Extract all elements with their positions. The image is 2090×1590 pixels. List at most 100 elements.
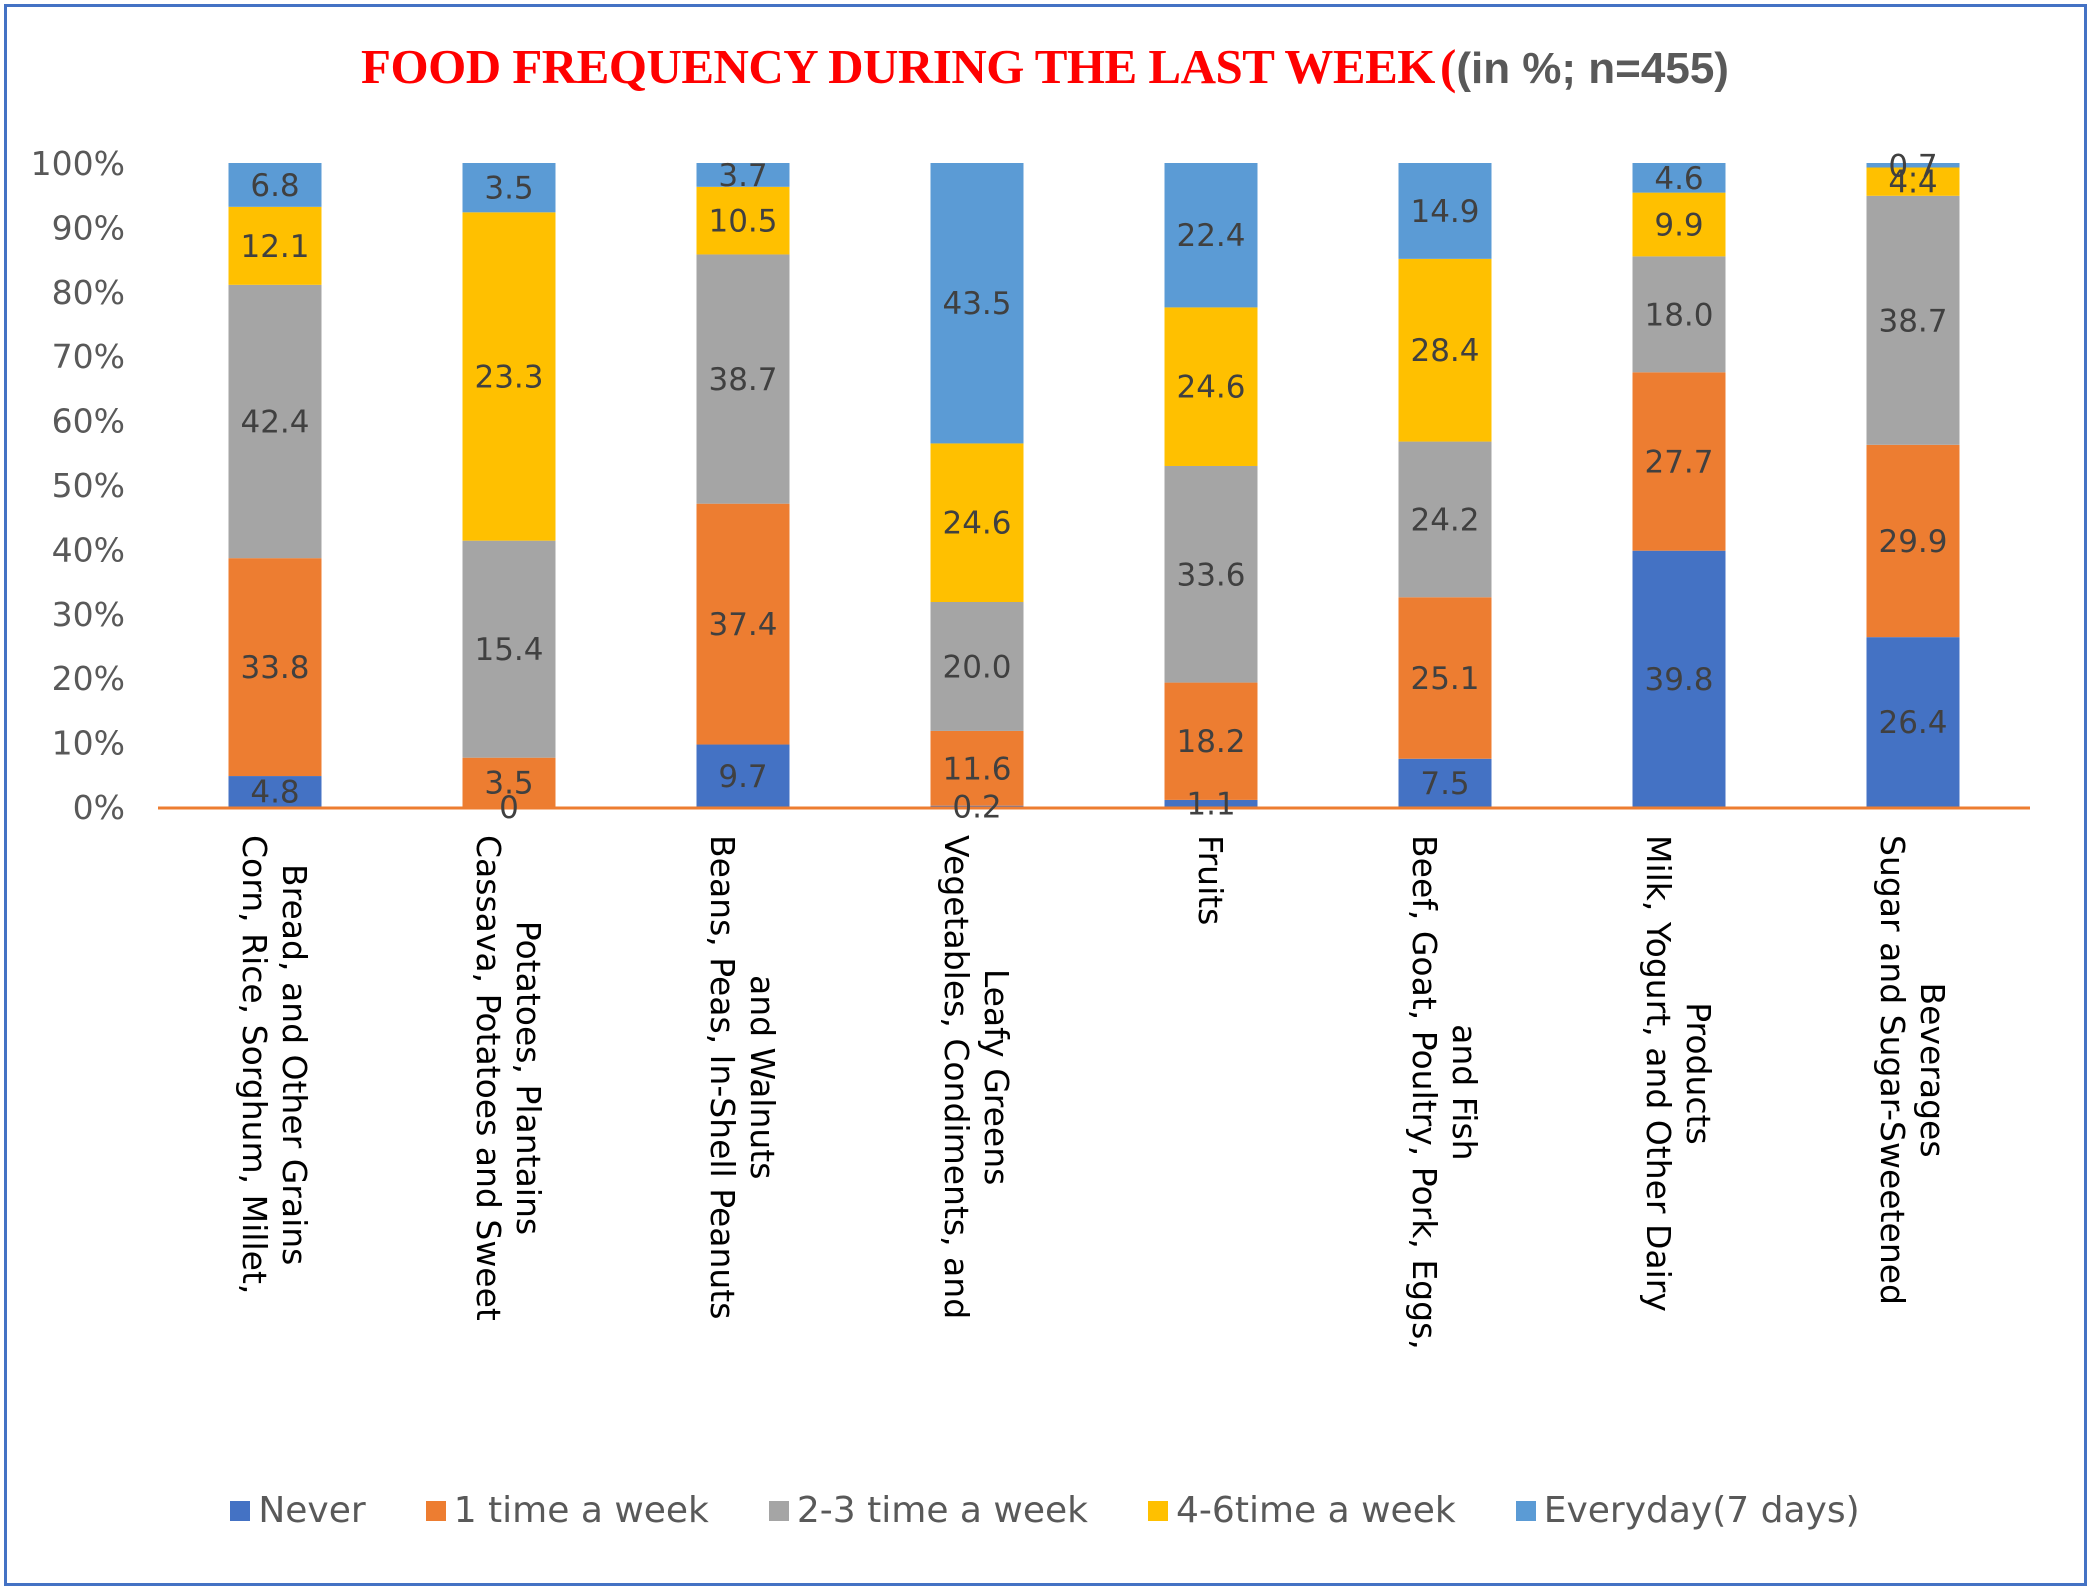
category-label-line: Corn, Rice, Sorghum, Millet, <box>235 835 274 1294</box>
bar-segment <box>1398 441 1492 598</box>
category-label: Cassava, Potatoes and Sweet Potatoes, Pla… <box>469 835 548 1321</box>
data-label: 6.8 <box>250 168 299 204</box>
bar-segment <box>930 443 1024 603</box>
data-label: 7.5 <box>1420 766 1469 802</box>
data-label: 4.4 <box>1888 165 1937 201</box>
bar-segment <box>1164 465 1258 683</box>
category-label-line: Vegetables, Condiments, and <box>937 835 976 1319</box>
data-label: 15.4 <box>474 632 543 668</box>
data-label: 10.5 <box>708 204 777 240</box>
category-label-line: Beans, Peas, In-Shell Peanuts <box>703 835 742 1319</box>
data-label: 24.2 <box>1410 502 1479 538</box>
y-tick-label: 80% <box>52 273 125 312</box>
bar-segment <box>696 163 790 187</box>
data-label: 18.0 <box>1644 297 1713 333</box>
bar-segment <box>696 744 790 807</box>
y-tick-label: 90% <box>52 208 125 247</box>
category-label-line: Fruits <box>1191 835 1230 925</box>
category-label-line: Leafy Greens <box>977 969 1016 1186</box>
data-label: 0.2 <box>952 789 1001 825</box>
data-label: 0.7 <box>1888 148 1937 184</box>
data-label: 42.4 <box>240 405 309 441</box>
category-label-line: Beverages <box>1913 983 1952 1158</box>
bar-segment <box>1398 258 1492 442</box>
bar-segment <box>462 163 556 213</box>
category-label-line: Bread, and Other Grains <box>275 864 314 1265</box>
data-label: 3.5 <box>484 171 533 207</box>
data-label: 0 <box>499 790 519 826</box>
data-label: 24.6 <box>942 506 1011 542</box>
bar-stack <box>1164 163 1258 807</box>
bar-segment <box>1866 195 1960 445</box>
bar-segment <box>228 163 322 207</box>
category-label-line: Potatoes, Plantains <box>509 921 548 1235</box>
data-label: 9.7 <box>718 759 767 795</box>
bar-segment <box>1632 192 1726 257</box>
legend-item: 1 time a week <box>425 1490 709 1531</box>
bar-segment <box>1164 163 1258 308</box>
category-label-line: Beef, Goat, Poultry, Pork, Eggs, <box>1405 835 1444 1350</box>
legend: Never 1 time a week 2-3 time a week 4-6time… <box>0 1490 2090 1531</box>
category-label: Fruits <box>1191 835 1230 925</box>
y-tick-label: 30% <box>52 595 125 634</box>
category-label: Beef, Goat, Poultry, Pork, Eggs, and Fish <box>1405 835 1484 1350</box>
bar-stack <box>1398 163 1492 807</box>
legend-label: Everyday(7 days) <box>1543 1490 1860 1531</box>
y-tick-label: 100% <box>31 144 125 183</box>
category-labels: Corn, Rice, Sorghum, Millet, Bread, and O… <box>235 835 1952 1350</box>
data-label: 9.9 <box>1654 208 1703 244</box>
data-label: 23.3 <box>474 359 543 395</box>
bar-segment <box>1398 597 1492 759</box>
chart-title: FOOD FREQUENCY DURING THE LAST WEEK ((in… <box>0 38 2090 95</box>
data-label: 29.9 <box>1878 524 1947 560</box>
legend-swatch <box>768 1500 789 1521</box>
bar-stack <box>930 163 1024 807</box>
category-label: Milk, Yogurt, and Other Dairy Products <box>1639 835 1718 1312</box>
category-label-line: Milk, Yogurt, and Other Dairy <box>1639 835 1678 1312</box>
bar-segment <box>696 254 790 504</box>
category-label-line: Cassava, Potatoes and Sweet <box>469 835 508 1321</box>
y-tick-label: 60% <box>52 402 125 441</box>
data-label: 20.0 <box>942 649 1011 685</box>
bar-segment <box>462 540 556 758</box>
bar-segment <box>1866 163 1960 168</box>
category-label: Corn, Rice, Sorghum, Millet, Bread, and O… <box>235 835 314 1294</box>
legend-swatch <box>1148 1500 1169 1521</box>
data-label: 25.1 <box>1410 661 1479 697</box>
bar-segment <box>1866 444 1960 638</box>
legend-label: 4-6time a week <box>1176 1490 1456 1531</box>
bar-segment <box>1164 799 1258 807</box>
chart-frame <box>4 4 2087 1586</box>
data-label: 1.1 <box>1186 786 1235 822</box>
bar-stack <box>228 163 322 807</box>
bar-segment <box>228 776 322 807</box>
category-label-line: and Fish <box>1445 1024 1484 1160</box>
data-label: 43.5 <box>942 286 1011 322</box>
data-label: 37.4 <box>708 607 777 643</box>
data-label: 4.8 <box>250 775 299 811</box>
category-label-line: Products <box>1679 1002 1718 1145</box>
bar-segment <box>228 206 322 285</box>
y-tick-label: 50% <box>52 466 125 505</box>
chart-title-main: FOOD FREQUENCY DURING THE LAST WEEK <box>361 39 1435 94</box>
data-label: 4.6 <box>1654 161 1703 197</box>
bar-segment <box>1632 372 1726 551</box>
bar-segment <box>1866 637 1960 807</box>
data-label: 22.4 <box>1176 218 1245 254</box>
legend-label: 1 time a week <box>453 1490 709 1531</box>
category-label-line: Sugar and Sugar-Sweetened <box>1873 835 1912 1305</box>
bar-segment <box>1632 163 1726 193</box>
legend-item: 4-6time a week <box>1148 1490 1456 1531</box>
legend-label: 2-3 time a week <box>796 1490 1089 1531</box>
chart-subtitle: (in %; n=455) <box>1456 44 1729 93</box>
legend-item: Everyday(7 days) <box>1515 1490 1860 1531</box>
legend-swatch <box>425 1500 446 1521</box>
bar-segment <box>930 602 1024 731</box>
data-label: 38.7 <box>1878 303 1947 339</box>
bar-segment <box>696 186 790 255</box>
bar-segment <box>1398 758 1492 807</box>
legend-swatch <box>1515 1500 1536 1521</box>
bar-segment <box>1632 550 1726 807</box>
data-label: 3.7 <box>718 158 767 194</box>
